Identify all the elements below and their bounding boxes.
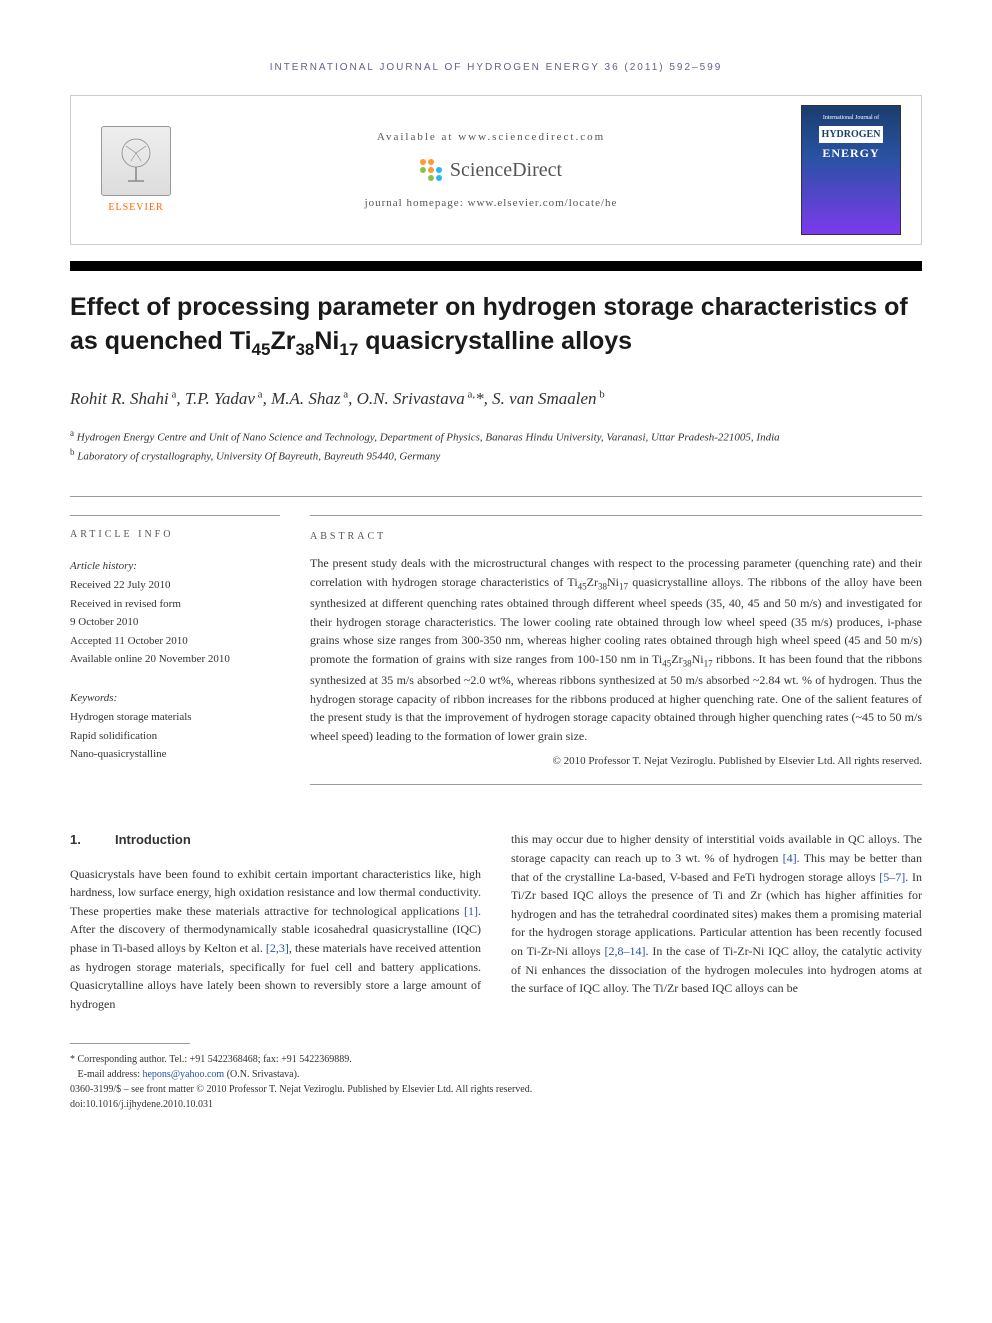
corresponding-author: * Corresponding author. Tel.: +91 542236… xyxy=(70,1052,922,1067)
cover-line3: ENERGY xyxy=(822,144,879,162)
section-heading-intro: 1.Introduction xyxy=(70,830,481,850)
abstract-text: The present study deals with the microst… xyxy=(310,554,922,745)
sciencedirect-logo[interactable]: ScienceDirect xyxy=(420,155,562,185)
history-line: Received 22 July 2010 xyxy=(70,577,280,594)
cover-line2: HYDROGEN xyxy=(819,126,884,143)
intro-text-col2: this may occur due to higher density of … xyxy=(511,830,922,997)
journal-header: INTERNATIONAL JOURNAL OF HYDROGEN ENERGY… xyxy=(70,60,922,75)
article-info-heading: ARTICLE INFO xyxy=(70,527,181,542)
footnotes: * Corresponding author. Tel.: +91 542236… xyxy=(70,1052,922,1112)
journal-cover-thumbnail: International Journal of HYDROGEN ENERGY xyxy=(801,105,901,235)
body-columns: 1.Introduction Quasicrystals have been f… xyxy=(70,830,922,1013)
email-link[interactable]: hepons@yahoo.com xyxy=(142,1069,224,1080)
abstract-panel: ABSTRACT The present study deals with th… xyxy=(310,515,922,786)
article-title: Effect of processing parameter on hydrog… xyxy=(70,291,922,362)
abstract-copyright: © 2010 Professor T. Nejat Veziroglu. Pub… xyxy=(310,753,922,770)
history-line: Received in revised form xyxy=(70,596,280,613)
body-col-left: 1.Introduction Quasicrystals have been f… xyxy=(70,830,481,1013)
front-matter-line: 0360-3199/$ – see front matter © 2010 Pr… xyxy=(70,1082,922,1097)
keyword-line: Nano-quasicrystalline xyxy=(70,746,280,763)
abstract-heading: ABSTRACT xyxy=(310,529,394,545)
history-label: Article history: xyxy=(70,558,280,575)
footnote-separator xyxy=(70,1043,190,1044)
article-history: Article history: Received 22 July 2010 Re… xyxy=(70,552,280,668)
email-line: E-mail address: hepons@yahoo.com (O.N. S… xyxy=(70,1067,922,1082)
keyword-line: Rapid solidification xyxy=(70,728,280,745)
article-info-panel: ARTICLE INFO Article history: Received 2… xyxy=(70,515,280,786)
intro-text-col1: Quasicrystals have been found to exhibit… xyxy=(70,865,481,1014)
history-line: Accepted 11 October 2010 xyxy=(70,633,280,650)
elsevier-tree-icon xyxy=(101,126,171,196)
journal-homepage[interactable]: journal homepage: www.elsevier.com/locat… xyxy=(365,195,618,212)
elsevier-text: ELSEVIER xyxy=(108,200,163,215)
header-box: ELSEVIER Available at www.sciencedirect.… xyxy=(70,95,922,245)
separator-bar xyxy=(70,261,922,271)
history-line: Available online 20 November 2010 xyxy=(70,651,280,668)
authors: Rohit R. Shahi a, T.P. Yadav a, M.A. Sha… xyxy=(70,386,922,412)
keywords-label: Keywords: xyxy=(70,690,280,707)
elsevier-logo: ELSEVIER xyxy=(91,120,181,220)
keywords-block: Keywords: Hydrogen storage materials Rapi… xyxy=(70,684,280,763)
available-at: Available at www.sciencedirect.com xyxy=(377,129,605,146)
sciencedirect-text: ScienceDirect xyxy=(450,155,562,185)
sciencedirect-dots-icon xyxy=(420,159,442,181)
affiliations: a Hydrogen Energy Centre and Unit of Nan… xyxy=(70,427,922,465)
cover-line1: International Journal of xyxy=(823,114,879,123)
history-line: 9 October 2010 xyxy=(70,614,280,631)
body-col-right: this may occur due to higher density of … xyxy=(511,830,922,1013)
keyword-line: Hydrogen storage materials xyxy=(70,709,280,726)
doi-line: doi:10.1016/j.ijhydene.2010.10.031 xyxy=(70,1097,922,1112)
